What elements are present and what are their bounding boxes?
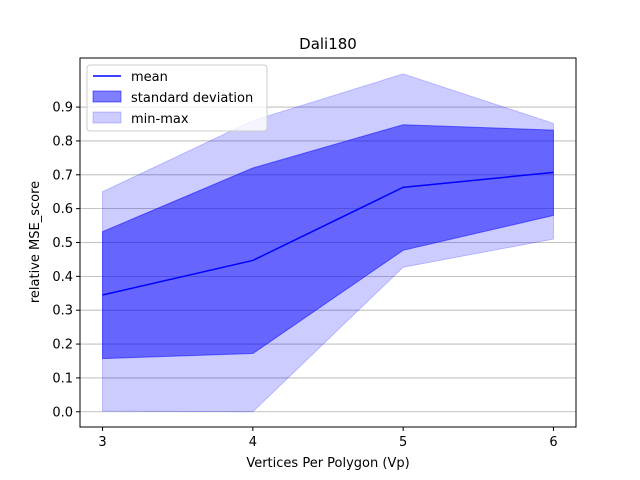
y-tick-label: 0.5: [52, 236, 73, 251]
mean-line: [102, 171, 554, 296]
y-tick-label: 0.3: [52, 304, 73, 319]
y-axis-title: relative MSE_score: [28, 181, 43, 303]
y-tick-label: 0.8: [52, 134, 73, 149]
x-tick-label: 5: [399, 435, 407, 450]
y-tick-label: 0.4: [52, 270, 73, 285]
legend-box: [86, 64, 268, 132]
x-axis-title: Vertices Per Polygon (Vp): [246, 456, 409, 471]
x-tick-label: 6: [549, 435, 557, 450]
y-tick-label: 0.6: [52, 202, 73, 217]
legend-minmax-label: min-max: [131, 112, 189, 127]
x-tick-label: 4: [249, 435, 257, 450]
y-ticks: 0.0 0.1 0.2 0.3 0.4 0.5 0.6 0.7 0.8 0.9: [52, 101, 80, 420]
x-tick-label: 3: [98, 435, 106, 450]
y-tick-label: 0.9: [52, 101, 73, 116]
chart-title: Dali180: [299, 35, 357, 53]
legend-mean-label: mean: [131, 70, 168, 85]
mean-line-layer: [102, 171, 554, 296]
legend-std-swatch: [92, 90, 122, 103]
y-tick-label: 0.7: [52, 168, 73, 183]
y-tick-label: 0.0: [52, 405, 73, 420]
legend-std-label: standard deviation: [131, 91, 253, 106]
x-ticks: 3 4 5 6: [98, 427, 558, 450]
legend: mean standard deviation min-max: [86, 64, 268, 132]
y-tick-label: 0.1: [52, 371, 73, 386]
legend-minmax-swatch: [92, 111, 122, 124]
y-tick-label: 0.2: [52, 338, 73, 353]
